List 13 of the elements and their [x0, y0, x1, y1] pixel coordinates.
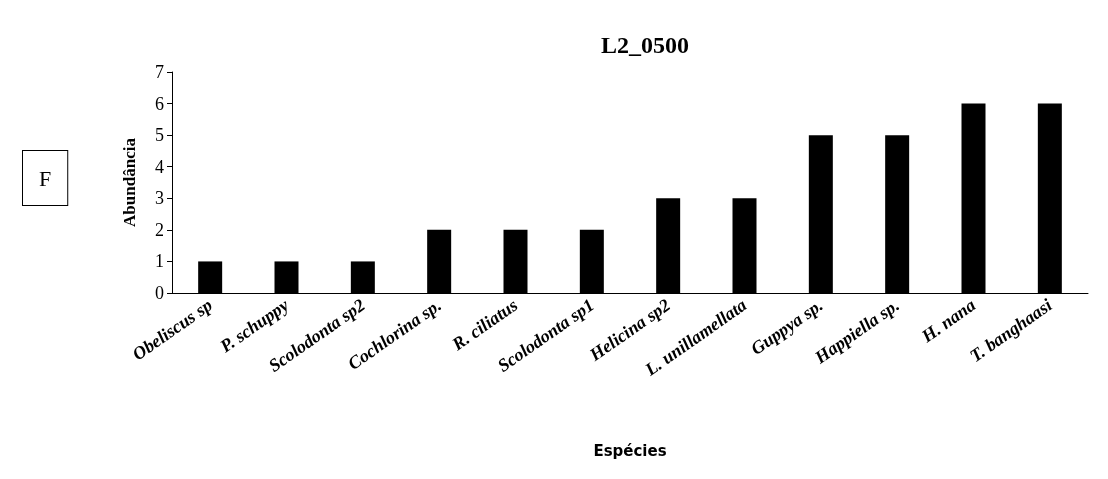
y-tick-label: 0 [155, 283, 164, 303]
text: F [39, 165, 52, 191]
y-tick-label: 2 [155, 219, 164, 240]
y-axis-title: Abundância [120, 137, 139, 227]
x-axis-title: Espécies [593, 441, 667, 460]
y-tick-label: 6 [155, 93, 164, 114]
y-tick-label: 5 [155, 125, 164, 146]
chart-title: L2_0500 [600, 32, 690, 58]
y-tick-label: 1 [155, 251, 164, 272]
y-tick-label: 7 [155, 62, 164, 82]
x-tick-label: H. nana [916, 294, 980, 347]
y-tick-label: 3 [155, 188, 164, 209]
y-tick-label: 4 [155, 156, 164, 177]
